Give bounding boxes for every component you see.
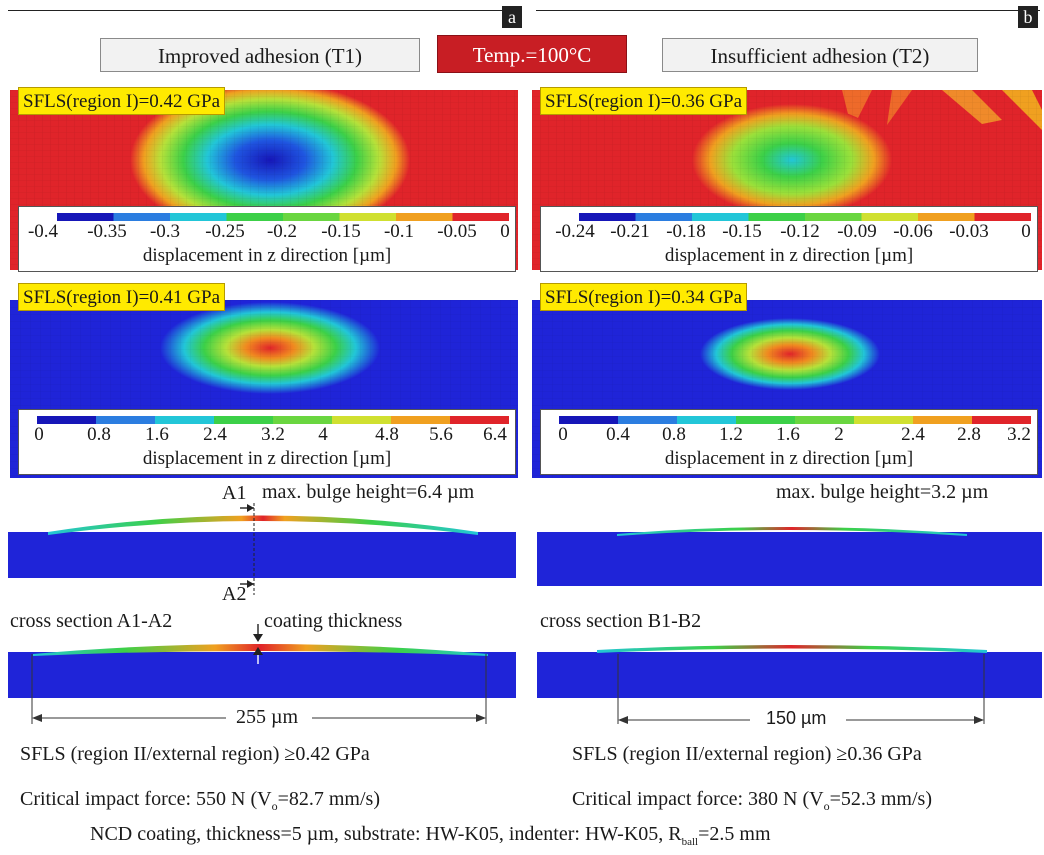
panel-a-cross-section-coating bbox=[33, 644, 488, 656]
panel-a-side-slab bbox=[8, 532, 516, 578]
panel-a-top-sfls-label: SFLS(region I)=0.42 GPa bbox=[18, 87, 226, 115]
panel-a-bottom-colorbar bbox=[37, 416, 509, 424]
panel-a-cross-section-slab bbox=[8, 652, 516, 698]
section-marker-a1: A1 bbox=[222, 482, 247, 504]
legend-tick: 1.6 bbox=[145, 424, 169, 445]
legend-tick: 3.2 bbox=[1007, 424, 1031, 445]
legend-tick: 0.8 bbox=[87, 424, 111, 445]
legend-tick: 4.8 bbox=[375, 424, 399, 445]
coating-thickness-arrows bbox=[253, 624, 263, 664]
panel-a-sfls-external: SFLS (region II/external region) ≥0.42 G… bbox=[20, 743, 370, 765]
legend-tick: 2 bbox=[834, 424, 844, 445]
legend-tick: -0.2 bbox=[266, 221, 298, 242]
legend-tick: 0 bbox=[558, 424, 568, 445]
panel-b-sfls-external: SFLS (region II/external region) ≥0.36 G… bbox=[572, 743, 922, 765]
legend-tick: -0.06 bbox=[893, 221, 933, 242]
panel-b-bottom-legend-title: displacement in z direction [µm] bbox=[664, 448, 914, 469]
legend-tick: 0.8 bbox=[662, 424, 686, 445]
panel-b-bottom-legend: 0 0.4 0.8 1.2 1.6 2 2.4 2.8 3.2 displace… bbox=[540, 409, 1038, 475]
panel-a-velocity-subscript: o bbox=[271, 799, 278, 813]
panel-b-bottom-sfls-label: SFLS(region I)=0.34 GPa bbox=[540, 283, 748, 311]
panel-a-top-legend-title: displacement in z direction [µm] bbox=[142, 245, 392, 266]
panel-b-top-sfls-label: SFLS(region I)=0.36 GPa bbox=[540, 87, 748, 115]
legend-tick: 6.4 bbox=[483, 424, 507, 445]
coating-thickness-label: coating thickness bbox=[264, 610, 403, 632]
legend-tick: 4 bbox=[318, 424, 328, 445]
panel-a-critical-force-tail: =82.7 mm/s) bbox=[277, 788, 380, 810]
panel-a-top-rule bbox=[8, 10, 516, 11]
panel-b-cross-section-slab bbox=[537, 652, 1042, 698]
legend-tick: -0.12 bbox=[780, 221, 820, 242]
panel-b-side-bulge bbox=[617, 527, 967, 536]
legend-tick: 0 bbox=[1021, 221, 1031, 242]
temperature-badge: Temp.=100°C bbox=[437, 35, 627, 73]
legend-tick: 5.6 bbox=[429, 424, 453, 445]
panel-a-section-markers bbox=[240, 503, 255, 595]
footer-text: NCD coating, thickness=5 µm, substrate: … bbox=[90, 823, 682, 845]
panel-a-top-legend: -0.4 -0.35 -0.3 -0.25 -0.2 -0.15 -0.1 -0… bbox=[18, 206, 516, 272]
legend-tick: -0.35 bbox=[87, 221, 127, 242]
panel-a-cross-section-label: cross section A1-A2 bbox=[10, 610, 173, 632]
panel-a-header: Improved adhesion (T1) bbox=[100, 38, 420, 72]
legend-tick: -0.03 bbox=[949, 221, 989, 242]
panel-a-top-legend-ticks: -0.4 -0.35 -0.3 -0.25 -0.2 -0.15 -0.1 -0… bbox=[19, 221, 515, 243]
legend-tick: -0.25 bbox=[205, 221, 245, 242]
panel-b-cross-section-label: cross section B1-B2 bbox=[540, 610, 702, 632]
legend-tick: -0.24 bbox=[555, 221, 595, 242]
panel-a-top-colorbar bbox=[57, 213, 509, 221]
legend-tick: -0.05 bbox=[437, 221, 477, 242]
legend-tick: -0.15 bbox=[722, 221, 762, 242]
panel-a-bottom-sfls-label: SFLS(region I)=0.41 GPa bbox=[18, 283, 226, 311]
panel-b-bottom-colorbar bbox=[559, 416, 1031, 424]
panel-b-critical-force-tail: =52.3 mm/s) bbox=[829, 788, 932, 810]
legend-tick: 0.4 bbox=[606, 424, 630, 445]
footer-subscript: ball bbox=[681, 836, 699, 848]
legend-tick: -0.21 bbox=[610, 221, 650, 242]
panel-a-bottom-legend-ticks: 0 0.8 1.6 2.4 3.2 4 4.8 5.6 6.4 bbox=[19, 424, 515, 446]
legend-tick: -0.1 bbox=[383, 221, 415, 242]
legend-tick: 1.2 bbox=[719, 424, 743, 445]
panel-b-velocity-subscript: o bbox=[823, 799, 830, 813]
legend-tick: 0 bbox=[500, 221, 510, 242]
panel-a-dimension-line bbox=[31, 654, 487, 724]
panel-b-tag: b bbox=[1018, 6, 1038, 28]
legend-tick: 2.4 bbox=[901, 424, 925, 445]
panel-b-dimension-label: 150 µm bbox=[766, 708, 827, 728]
panel-a-critical-force-text: Critical impact force: 550 N (V bbox=[20, 788, 272, 810]
panel-b-dimension-line bbox=[617, 654, 985, 724]
legend-tick: -0.3 bbox=[149, 221, 181, 242]
legend-tick: 2.4 bbox=[203, 424, 227, 445]
panel-b-top-colorbar bbox=[579, 213, 1031, 221]
panel-a-critical-force: Critical impact force: 550 N (Vo=82.7 mm… bbox=[20, 788, 380, 814]
panel-a-bottom-legend-title: displacement in z direction [µm] bbox=[142, 448, 392, 469]
panel-b-critical-force: Critical impact force: 380 N (Vo=52.3 mm… bbox=[572, 788, 932, 814]
panel-b-bottom-legend-ticks: 0 0.4 0.8 1.2 1.6 2 2.4 2.8 3.2 bbox=[541, 424, 1037, 446]
legend-tick: -0.15 bbox=[321, 221, 361, 242]
panel-b-side-slab bbox=[537, 532, 1042, 586]
legend-tick: -0.4 bbox=[27, 221, 59, 242]
panel-a-dimension-label: 255 µm bbox=[236, 706, 299, 728]
legend-tick: 2.8 bbox=[957, 424, 981, 445]
legend-tick: -0.09 bbox=[837, 221, 877, 242]
panel-b-top-legend: -0.24 -0.21 -0.18 -0.15 -0.12 -0.09 -0.0… bbox=[540, 206, 1038, 272]
panel-b-cross-section-coating bbox=[597, 645, 987, 653]
legend-tick: -0.18 bbox=[666, 221, 706, 242]
panel-b-critical-force-text: Critical impact force: 380 N (V bbox=[572, 788, 824, 810]
footer-tail: =2.5 mm bbox=[698, 823, 771, 845]
panel-a-bottom-legend: 0 0.8 1.6 2.4 3.2 4 4.8 5.6 6.4 displace… bbox=[18, 409, 516, 475]
panel-a-tag: a bbox=[502, 6, 522, 28]
panel-a-bulge-height: max. bulge height=6.4 µm bbox=[262, 481, 475, 503]
panel-b-header: Insufficient adhesion (T2) bbox=[662, 38, 978, 72]
panel-b-top-legend-title: displacement in z direction [µm] bbox=[664, 245, 914, 266]
legend-tick: 1.6 bbox=[776, 424, 800, 445]
section-marker-a2: A2 bbox=[222, 583, 247, 605]
panel-b-top-rule bbox=[536, 10, 1040, 11]
legend-tick: 3.2 bbox=[261, 424, 285, 445]
panel-b-top-legend-ticks: -0.24 -0.21 -0.18 -0.15 -0.12 -0.09 -0.0… bbox=[541, 221, 1037, 243]
panel-a-side-bulge bbox=[48, 515, 478, 535]
panel-b-bulge-height: max. bulge height=3.2 µm bbox=[776, 481, 989, 503]
legend-tick: 0 bbox=[34, 424, 44, 445]
footer-caption: NCD coating, thickness=5 µm, substrate: … bbox=[90, 823, 771, 848]
